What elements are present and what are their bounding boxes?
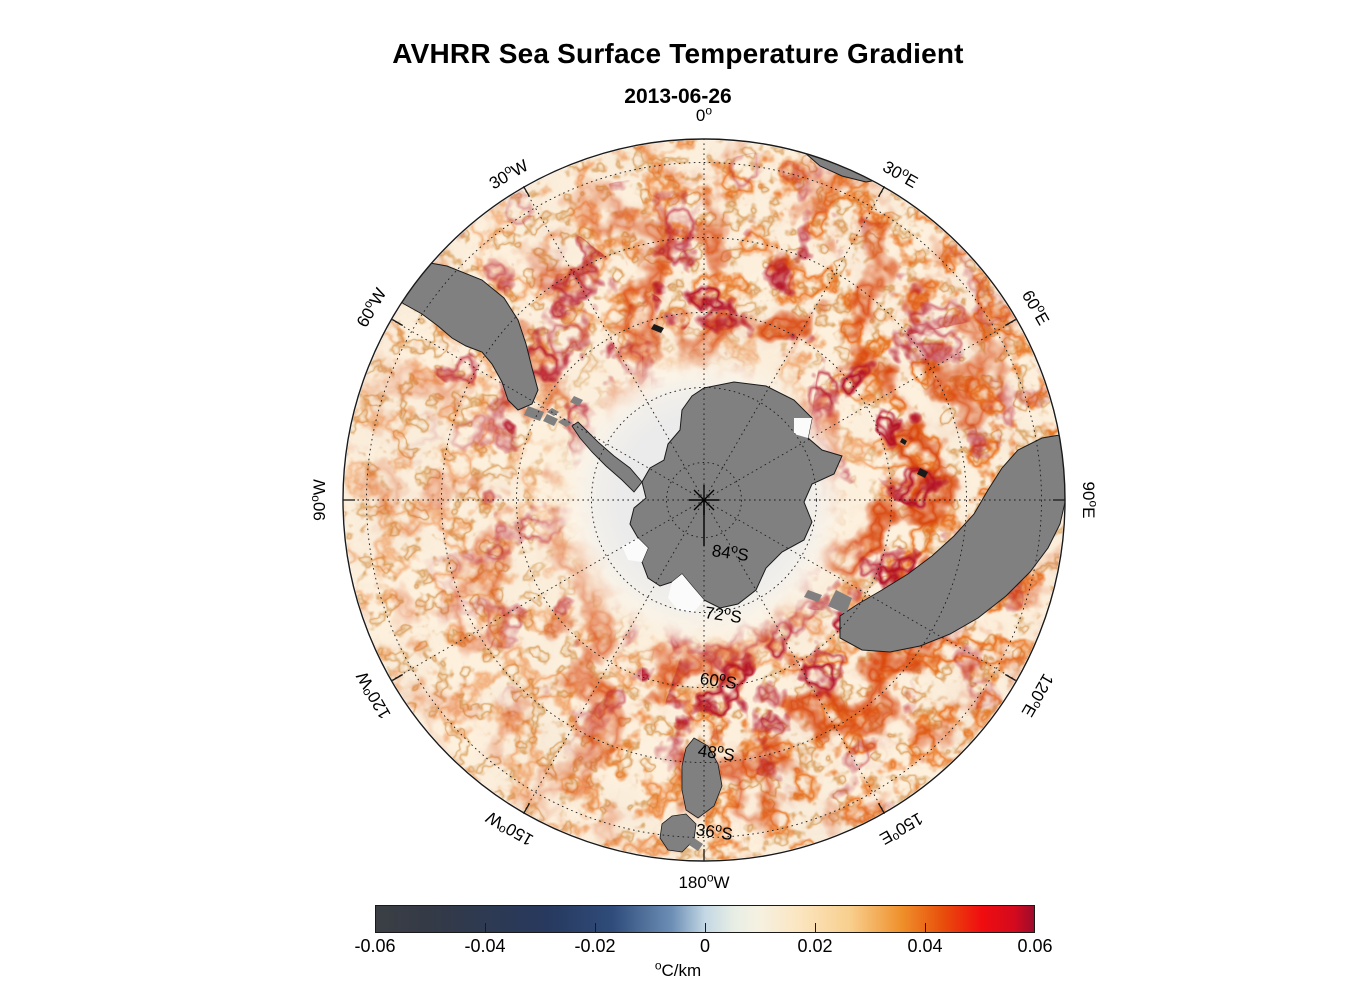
colorbar-tick <box>925 923 926 933</box>
colorbar-tick <box>595 923 596 933</box>
colorbar-tick <box>375 923 376 933</box>
lon-label-90e: 90oE <box>1079 481 1101 519</box>
colorbar[interactable] <box>375 905 1035 933</box>
colorbar-tick-label: -0.02 <box>574 936 616 956</box>
lon-label-180w: 180oW <box>678 870 730 892</box>
tierra-del-fuego <box>524 406 558 426</box>
kerguelen-island <box>917 468 928 478</box>
heard-island <box>900 438 907 445</box>
polar-map[interactable]: 0o 30oE 60oE 90oE 120oE 150oE 180oW 150o… <box>307 104 1100 892</box>
colorbar-tick <box>815 923 816 933</box>
amery-ice-shelf <box>794 418 812 438</box>
falkland-islands <box>570 396 583 406</box>
lon-label-90w: 90oW <box>307 479 329 521</box>
colorbar-tick-label: -0.04 <box>464 936 506 956</box>
colorbar-tick <box>705 923 706 933</box>
colorbar-tick-label: 0 <box>699 936 711 956</box>
new-zealand-south-island <box>681 737 723 819</box>
ross-ice-shelf <box>668 574 704 612</box>
south-shetland-islands <box>547 408 572 427</box>
colorbar-unit-label: oC/km <box>654 958 702 980</box>
tasmania <box>828 590 852 614</box>
kangaroo-island <box>804 590 822 602</box>
colorbar-tick <box>1034 923 1035 933</box>
page-subtitle: 2013-06-26 <box>624 85 732 108</box>
colorbar-tick <box>485 923 486 933</box>
new-zealand-north-island <box>659 813 697 853</box>
colorbar-tick-label: -0.06 <box>354 936 396 956</box>
colorbar-tick-label: 0.02 <box>797 936 833 956</box>
map-canvas <box>342 138 1066 862</box>
south-georgia <box>651 324 664 333</box>
stewart-island <box>689 838 703 851</box>
page-title: AVHRR Sea Surface Temperature Gradient <box>392 38 964 69</box>
australia <box>839 433 1065 653</box>
map-edge-ticks <box>343 185 1065 861</box>
colorbar-tick-label: 0.06 <box>1017 936 1053 956</box>
graticule <box>343 139 1065 861</box>
colorbar-tick-label: 0.04 <box>907 936 943 956</box>
antarctic-peninsula <box>571 421 643 493</box>
filchner-ice-shelf <box>622 538 648 562</box>
lon-label-0: 0o <box>695 103 713 125</box>
